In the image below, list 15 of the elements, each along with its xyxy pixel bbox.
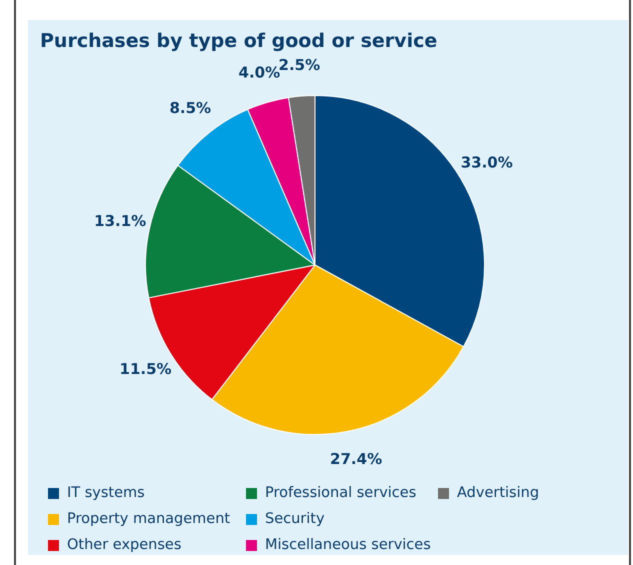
data-label: 8.5%	[169, 99, 212, 118]
data-label: 27.4%	[330, 450, 382, 468]
data-label: 33.0%	[460, 153, 513, 172]
data-label: 11.5%	[120, 360, 172, 378]
data-label: 4.0%	[238, 63, 280, 82]
data-label: 13.1%	[94, 212, 146, 230]
legend-label: Miscellaneous services	[265, 537, 431, 553]
data-label: 2.5%	[278, 56, 320, 74]
legend-label: IT systems	[67, 485, 145, 501]
legend-label: Advertising	[457, 485, 540, 501]
chart-title: Purchases by type of good or service	[40, 30, 438, 52]
legend-label: Security	[265, 511, 325, 527]
legend-label: Professional services	[265, 485, 416, 501]
legend-label: Property management	[67, 511, 230, 527]
legend-label: Other expenses	[67, 537, 182, 553]
